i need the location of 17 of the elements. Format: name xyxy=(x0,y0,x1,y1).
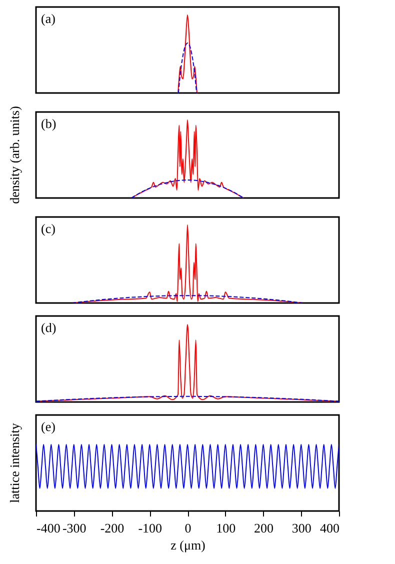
y-axis-title: lattice intensity xyxy=(7,422,22,503)
annotation: (c) xyxy=(41,221,56,236)
x-tick-label: 100 xyxy=(216,520,236,536)
annotation: (a) xyxy=(41,11,56,26)
x-tick-label: -300 xyxy=(62,520,86,536)
x-tick-label: 400 xyxy=(320,520,340,536)
y-axis-title: density (arb. units) xyxy=(7,106,22,204)
x-tick-label: -400 xyxy=(36,520,60,536)
x-axis-title: z (μm) xyxy=(170,538,206,552)
text: (e) xyxy=(41,419,56,434)
x-tick-label: -200 xyxy=(100,520,124,536)
x-tick-label: 0 xyxy=(184,520,192,536)
x-tick-label: -100 xyxy=(138,520,162,536)
annotation: (b) xyxy=(41,116,56,131)
x-tick-label: 300 xyxy=(292,520,312,536)
x-tick-label: 200 xyxy=(254,520,274,536)
annotation: (d) xyxy=(41,320,56,335)
